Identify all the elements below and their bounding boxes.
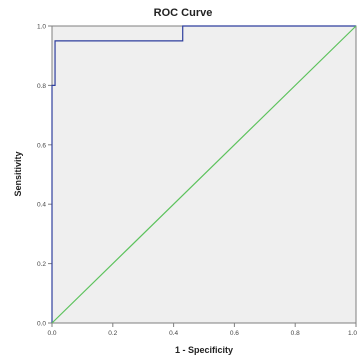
- y-axis-ticks: 0.0 0.2 0.4 0.6 0.8 1.0: [37, 24, 52, 328]
- y-tick-label: 0.6: [37, 142, 46, 149]
- roc-curve-line: [51, 25, 356, 323]
- x-tick-label: 0.2: [108, 330, 117, 337]
- y-tick-label: 1.0: [37, 24, 46, 31]
- y-axis-label: Sensitivity: [13, 151, 23, 196]
- y-tick-label: 0.0: [37, 321, 46, 328]
- y-tick-label: 0.2: [37, 261, 46, 268]
- x-tick-label: 0.4: [169, 330, 178, 337]
- x-tick-label: 0.0: [47, 330, 56, 337]
- y-tick-label: 0.4: [37, 202, 46, 209]
- series-layer: [51, 25, 357, 324]
- x-tick-label: 1.0: [348, 330, 357, 337]
- x-tick-label: 0.6: [230, 330, 239, 337]
- y-tick-label: 0.8: [37, 83, 46, 90]
- x-axis-ticks: 0.0 0.2 0.4 0.6 0.8 1.0: [47, 323, 357, 337]
- x-tick-label: 0.8: [291, 330, 300, 337]
- chart-title: ROC Curve: [154, 7, 213, 19]
- reference-diagonal-line: [51, 25, 357, 324]
- x-axis-label: 1 - Specificity: [175, 345, 233, 355]
